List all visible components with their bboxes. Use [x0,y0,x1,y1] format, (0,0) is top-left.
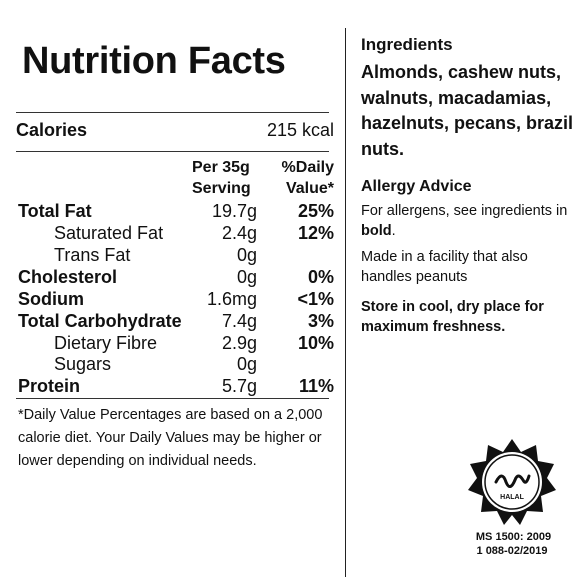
seal-inner-border [484,454,540,510]
allergy-title: Allergy Advice [361,178,472,195]
nutrient-daily-value: 11% [298,376,334,396]
nutrient-amount: 2.4g [221,223,257,243]
serving-header-line1: Per 35g [192,159,250,176]
nutrient-daily-value: 12% [297,223,334,243]
nutrient-name: Sodium [18,289,84,309]
divider [16,112,329,113]
nutrient-amount: 0g [236,245,257,265]
nutrient-row-sugars: Sugars 0g [0,353,345,375]
nutrient-amount: 1.6mg [206,289,257,309]
nutrient-daily-value: 0% [307,267,334,287]
dv-header-line2: Value* [285,180,334,197]
allergy-text-end: . [391,223,396,239]
daily-value-column-header: %Daily Value* [270,157,334,199]
nutrient-row-saturated-fat: Saturated Fat 2.4g 12% [0,222,345,244]
nutrient-daily-value: 25% [297,201,334,221]
nutrient-row-sodium: Sodium 1.6mg <1% [0,288,345,310]
serving-column-header: Per 35g Serving [192,157,251,199]
nutrition-facts-panel: Nutrition Facts Calories 215 kcal Per 35… [0,40,345,469]
nutrient-row-cholesterol: Cholesterol 0g 0% [0,266,345,288]
nutrient-row-protein: Protein 5.7g 11% [0,375,345,397]
nutrient-amount: 7.4g [221,311,257,331]
dv-header-line1: %Daily [281,159,334,176]
allergy-bold-word: bold [361,223,392,239]
nutrient-row-total-carbohydrate: Total Carbohydrate 7.4g 3% [0,310,345,332]
nutrient-name: Trans Fat [54,245,131,265]
seal-calligraphy [494,474,531,488]
nutrient-row-trans-fat: Trans Fat 0g [0,244,345,266]
certificate-number: 1 088-02/2019 [476,545,548,557]
ingredients-title: Ingredients [361,35,453,54]
storage-instructions: Store in cool, dry place for maximum fre… [361,299,544,335]
nutrient-amount: 19.7g [211,201,257,221]
nutrition-title: Nutrition Facts [22,40,286,82]
nutrient-name: Total Carbohydrate [18,311,182,331]
nutrient-amount: 2.9g [221,333,257,353]
nutrient-name: Cholesterol [18,267,118,287]
info-panel: Ingredients Almonds, cashew nuts, walnut… [346,0,576,577]
calories-value: 215 kcal [266,120,334,140]
nutrient-amount: 5.7g [221,376,257,396]
divider [16,151,329,152]
standard-code: MS 1500: 2009 [475,531,552,543]
nutrient-daily-value: 10% [297,333,334,353]
nutrient-name: Dietary Fibre [54,333,158,353]
seal-inner-ring [482,452,542,512]
daily-value-footnote: *Daily Value Percentages are based on a … [18,407,323,469]
halal-seal-icon: HALAL [468,439,556,525]
nutrient-amount: 0g [236,354,257,374]
ingredients-list: Almonds, cashew nuts, walnuts, macadamia… [361,62,574,159]
nutrient-name: Total Fat [18,201,92,221]
seal-text: HALAL [500,494,524,501]
divider [16,398,329,399]
nutrient-name: Sugars [54,354,112,374]
allergy-advice: For allergens, see ingredients in bold. [361,201,576,241]
nutrient-row-dietary-fibre: Dietary Fibre 2.9g 10% [0,332,345,354]
serving-header-line2: Serving [192,180,251,197]
allergy-text: For allergens, see ingredients in [361,203,568,219]
calories-label: Calories [16,120,88,140]
nutrient-row-total-fat: Total Fat 19.7g 25% [0,200,345,222]
nutrient-name: Protein [18,376,81,396]
nutrient-daily-value: <1% [297,289,334,309]
nutrient-daily-value: 3% [307,311,334,331]
column-divider [345,28,346,577]
nutrient-amount: 0g [236,267,257,287]
nutrient-name: Saturated Fat [54,223,164,243]
facility-notice: Made in a facility that also handles pea… [361,249,528,285]
